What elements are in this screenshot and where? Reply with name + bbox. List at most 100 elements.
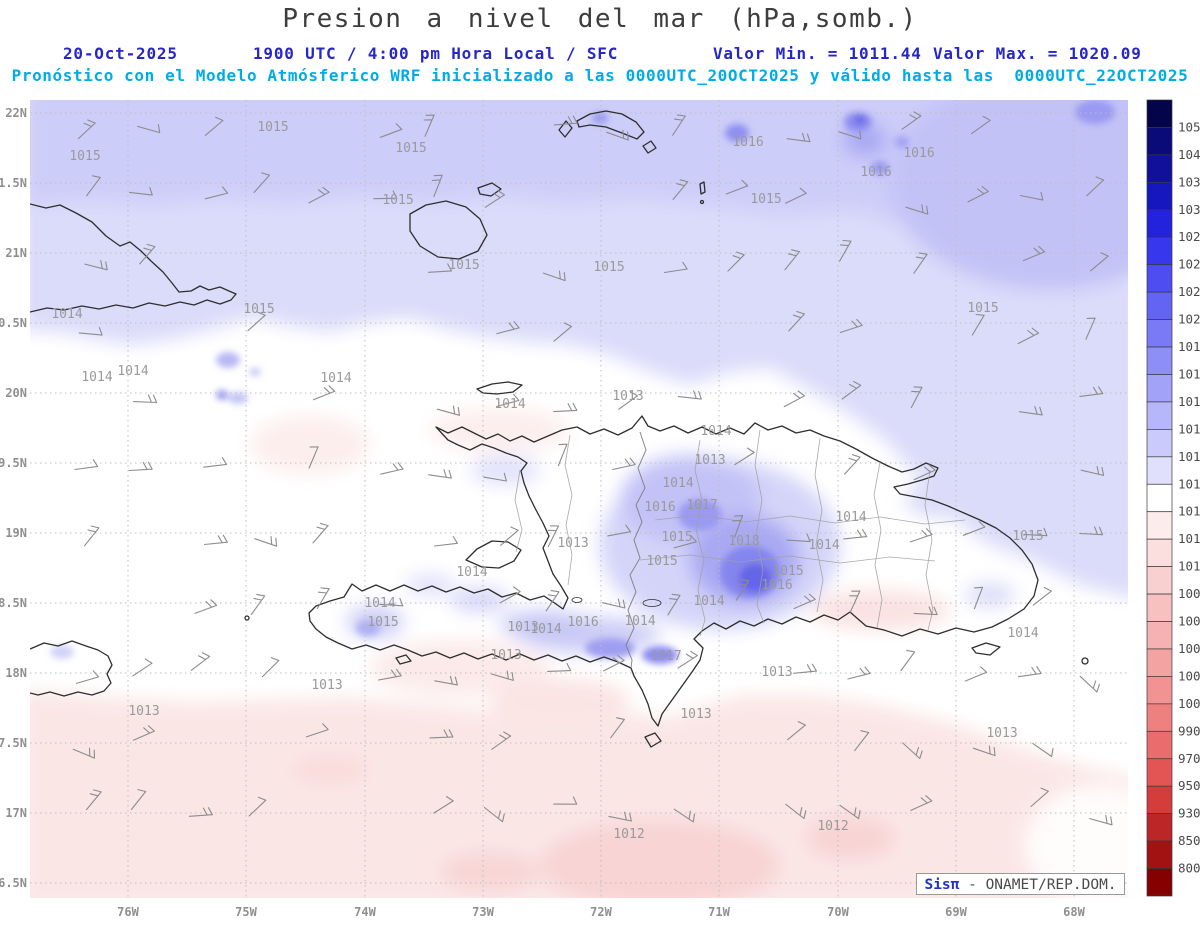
pressure-label: 1015 xyxy=(69,149,100,164)
wind-barb xyxy=(667,593,681,616)
pressure-label: 1013 xyxy=(128,704,159,719)
wind-barb xyxy=(673,808,696,823)
wind-barb xyxy=(786,132,811,143)
valor-min: Valor Min. = 1011.44 xyxy=(713,44,922,63)
lat-tick-label: 0.5N xyxy=(0,316,27,330)
lon-tick-label: 71W xyxy=(708,905,730,919)
shade-cuba-speck xyxy=(228,392,248,404)
pressure-label: 1016 xyxy=(732,135,763,150)
wind-barb xyxy=(194,599,218,614)
colorbar-segment xyxy=(1146,813,1173,842)
shade-core-gonave xyxy=(356,620,380,636)
colorbar-label: 1035 xyxy=(1178,174,1200,189)
wind-barb xyxy=(433,535,458,547)
pressure-label: 1015 xyxy=(646,554,677,569)
wind-barb xyxy=(553,796,578,805)
lon-tick-label: 72W xyxy=(590,905,612,919)
pressure-label: 1013 xyxy=(557,536,588,551)
wind-barb xyxy=(610,717,625,739)
wind-barb xyxy=(1079,526,1104,536)
pressure-label: 1014 xyxy=(530,622,561,637)
shade-deep-pink xyxy=(805,816,895,860)
wind-barb xyxy=(316,587,330,610)
pressure-label: 1014 xyxy=(693,594,724,609)
colorbar-segment xyxy=(1146,456,1173,485)
wind-barb xyxy=(379,597,404,607)
wind-barb xyxy=(500,526,519,546)
province-line xyxy=(873,461,883,629)
gonave-island xyxy=(465,540,522,569)
salt-cay-island xyxy=(699,199,705,205)
jamaica-coast xyxy=(30,640,113,697)
wind-barb xyxy=(247,311,266,332)
wind-barb xyxy=(849,590,861,613)
wind-barb xyxy=(905,204,929,215)
south-caicos-island xyxy=(642,140,657,154)
wind-barb xyxy=(839,804,861,820)
wind-barb xyxy=(910,386,923,409)
wind-barb xyxy=(608,811,632,822)
model-info-line: Pronóstico con el Modelo Atmósferico WRF… xyxy=(11,66,1189,85)
pressure-label: 1017 xyxy=(686,498,717,513)
shade-top-speck xyxy=(895,136,909,148)
wind-barb xyxy=(137,124,161,134)
wind-barb xyxy=(606,129,629,141)
wind-barb xyxy=(841,380,862,400)
lat-tick-label: 20N xyxy=(5,386,27,400)
lon-tick-label: 73W xyxy=(472,905,494,919)
pressure-label: 1014 xyxy=(51,307,82,322)
shade-cuba-speck xyxy=(216,390,228,400)
wind-barb xyxy=(732,515,744,538)
wind-barb xyxy=(603,654,625,672)
tortuga-island xyxy=(476,381,523,395)
wind-barb xyxy=(793,593,816,610)
wind-barb xyxy=(1023,527,1048,537)
colorbar-label: 1020 xyxy=(1178,312,1200,327)
pressure-label: 1015 xyxy=(772,564,803,579)
colorbar-segment xyxy=(1146,483,1173,513)
forecast-time: 1900 UTC / 4:00 pm Hora Local / SFC xyxy=(253,44,619,63)
forecast-date: 20-Oct-2025 xyxy=(63,44,178,63)
valor-max: Valor Max. = 1020.09 xyxy=(933,44,1142,63)
ile-a-vache xyxy=(395,654,412,665)
colorbar-segment xyxy=(1146,538,1173,567)
wind-barb xyxy=(542,270,566,282)
colorbar-segment xyxy=(1146,401,1173,430)
shade-deep-pink xyxy=(540,820,780,898)
pressure-label: 1016 xyxy=(644,500,675,515)
wind-barb xyxy=(85,789,102,811)
colorbar-segment xyxy=(1146,236,1173,266)
colorbar-segment xyxy=(1146,676,1173,705)
wind-barb xyxy=(308,186,330,204)
lon-tick-label: 70W xyxy=(827,905,849,919)
wind-barb xyxy=(436,405,461,416)
wind-barb xyxy=(970,115,991,135)
colorbar-label: 970 xyxy=(1178,751,1200,766)
wind-barb xyxy=(491,731,512,750)
lat-tick-label: 17N xyxy=(5,806,27,820)
colorbar-segment xyxy=(1146,566,1173,595)
pressure-label: 1016 xyxy=(567,615,598,630)
colorbar-label: 1015 xyxy=(1178,449,1200,464)
pressure-label: 1015 xyxy=(448,258,479,273)
pressure-label: 1014 xyxy=(456,565,487,580)
colorbar-label: 850 xyxy=(1178,833,1200,848)
watermark-text: - ONAMET/REP.DOM. xyxy=(959,877,1117,893)
wind-barb xyxy=(74,459,99,471)
lat-tick-label: 8.5N xyxy=(0,596,27,610)
wind-barb xyxy=(1022,245,1046,262)
lat-tick-label: 18N xyxy=(5,666,27,680)
wind-barb xyxy=(428,469,452,479)
colorbar-segment xyxy=(1146,785,1173,815)
wind-barb xyxy=(553,402,578,413)
pressure-label: 1016 xyxy=(903,146,934,161)
pressure-label: 1014 xyxy=(1007,626,1038,641)
wind-barb xyxy=(133,394,158,404)
pressure-label: 1014 xyxy=(117,364,148,379)
lake-enriquillo xyxy=(642,599,662,607)
wind-barb xyxy=(139,243,156,265)
wind-barb xyxy=(725,179,749,195)
pressure-label: 1015 xyxy=(367,615,398,630)
